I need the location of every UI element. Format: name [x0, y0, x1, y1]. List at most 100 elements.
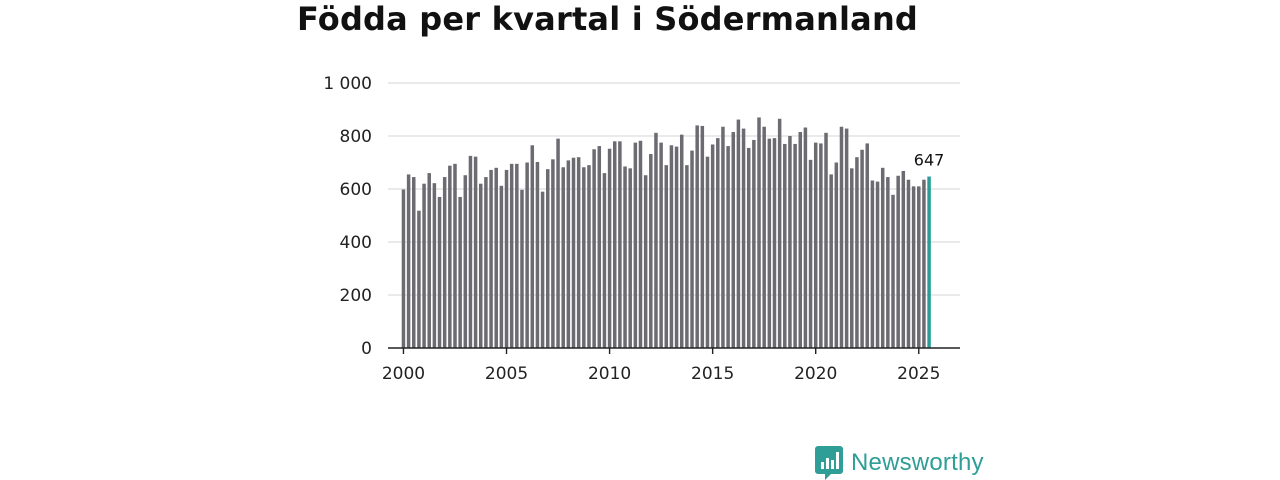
- x-tick-label: 2020: [794, 364, 837, 384]
- bar: [654, 132, 658, 348]
- bar: [865, 143, 869, 348]
- bar-highlight: [927, 176, 931, 348]
- bar: [417, 210, 421, 348]
- bar: [726, 146, 730, 348]
- bar: [571, 157, 576, 348]
- bar: [911, 186, 916, 348]
- bar: [886, 177, 890, 348]
- bar: [437, 196, 442, 348]
- bar: [705, 156, 710, 348]
- x-tick-label: 2010: [588, 364, 631, 384]
- bar: [628, 168, 632, 348]
- bar: [448, 165, 452, 348]
- bar: [520, 189, 524, 348]
- x-tick-label: 2005: [485, 364, 528, 384]
- y-tick-label: 1 000: [323, 74, 372, 94]
- bar: [525, 162, 529, 348]
- bar: [618, 141, 622, 348]
- bar: [741, 128, 746, 348]
- bar: [602, 173, 607, 348]
- bar: [401, 189, 406, 348]
- bar: [746, 147, 751, 348]
- newsworthy-logo: Newsworthy: [815, 446, 984, 480]
- y-tick-label: 800: [340, 127, 372, 147]
- bar: [468, 155, 473, 349]
- bar: [777, 118, 782, 348]
- bar: [551, 159, 555, 348]
- bar: [860, 149, 864, 348]
- bar: [917, 186, 921, 348]
- bar: [406, 174, 411, 348]
- y-tick-label: 600: [340, 180, 372, 200]
- bar: [736, 119, 741, 348]
- bar: [592, 149, 596, 348]
- bar: [607, 148, 612, 348]
- bar: [716, 138, 720, 348]
- bar: [669, 145, 674, 348]
- bar: [535, 161, 540, 348]
- bar: [473, 156, 478, 348]
- bar: [453, 163, 457, 348]
- bar: [576, 157, 581, 348]
- bar: [649, 154, 653, 348]
- bar: [788, 136, 792, 348]
- bar: [612, 141, 617, 348]
- bar: [901, 170, 906, 348]
- bar: [546, 169, 550, 349]
- bar: [458, 196, 462, 348]
- bar: [679, 134, 684, 348]
- bar: [463, 175, 468, 348]
- bar: [896, 175, 900, 348]
- x-tick-label: 2025: [897, 364, 940, 384]
- bar: [844, 128, 849, 348]
- bar: [633, 142, 638, 349]
- bar: [829, 174, 833, 348]
- bar: [772, 138, 777, 348]
- bar: [427, 173, 431, 348]
- bar: [695, 125, 699, 349]
- bar: [834, 162, 839, 348]
- bar: [813, 142, 818, 349]
- bar: [767, 138, 772, 348]
- newsworthy-logo-text: Newsworthy: [851, 449, 984, 476]
- bar: [484, 177, 488, 348]
- bar: [721, 126, 725, 348]
- bar: [664, 165, 669, 348]
- bar: [499, 185, 504, 348]
- bar: [752, 139, 756, 348]
- bar: [710, 144, 715, 348]
- bar: [623, 166, 627, 348]
- y-tick-label: 400: [340, 233, 372, 253]
- bar: [690, 150, 694, 348]
- bar: [659, 142, 663, 349]
- bar: [530, 145, 535, 348]
- bar: [906, 179, 911, 348]
- bar: [422, 183, 426, 348]
- bar: [798, 132, 802, 348]
- bar: [880, 167, 885, 348]
- newsworthy-logo-icon: [815, 446, 843, 480]
- gridlines: [388, 82, 960, 296]
- bar: [839, 126, 844, 348]
- bar: [556, 138, 560, 348]
- bar: [757, 117, 761, 348]
- bar: [731, 132, 736, 348]
- y-axis-ticks: 0 200 400 600 800 1 000: [323, 74, 372, 359]
- bar: [442, 177, 447, 348]
- bar: [793, 143, 797, 348]
- annotations: 647: [914, 151, 945, 170]
- bar: [561, 167, 565, 348]
- bar: [515, 163, 519, 348]
- bar: [582, 167, 586, 348]
- y-tick-label: 0: [361, 339, 372, 359]
- x-tick-label: 2015: [691, 364, 734, 384]
- bar: [875, 181, 880, 348]
- bar: [685, 165, 689, 348]
- bar: [597, 146, 602, 348]
- bar: [819, 143, 823, 348]
- x-tick-label: 2000: [382, 364, 425, 384]
- bar: [850, 168, 854, 348]
- bars: [401, 117, 931, 349]
- x-axis: 2000 2005 2010 2015 2020 2025: [382, 347, 960, 384]
